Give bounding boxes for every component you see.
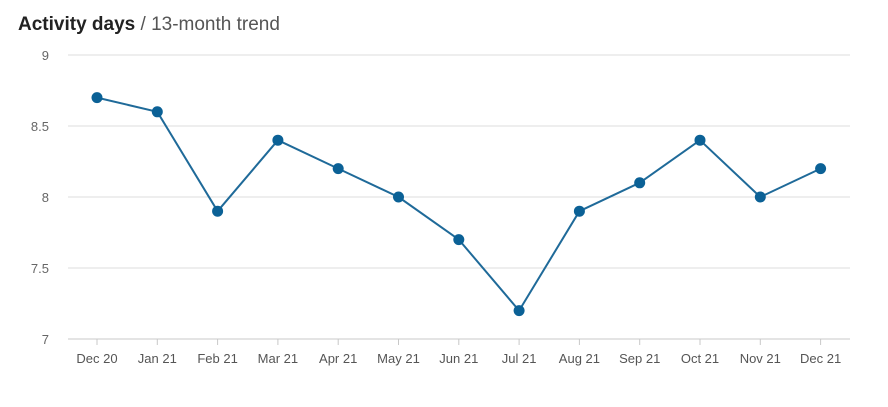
x-tick-label: Feb 21 [197,351,237,366]
series [91,92,827,317]
data-point[interactable] [513,305,525,317]
x-tick-label: Dec 21 [800,351,841,366]
x-tick-label: May 21 [377,351,420,366]
x-tick-label: Jun 21 [439,351,478,366]
data-point[interactable] [634,177,646,189]
chart-title: Activity days / 13-month trend [18,14,280,36]
data-point[interactable] [573,205,585,217]
x-tick-label: Aug 21 [559,351,600,366]
y-tick-label: 7 [42,332,49,347]
y-tick-label: 8 [42,190,49,205]
series-line [96,96,822,312]
chart-title-sub: 13-month trend [151,14,280,35]
data-point[interactable] [694,134,706,146]
x-tick-label: Jul 21 [502,351,537,366]
data-point[interactable] [815,163,827,175]
chart-title-main: Activity days [18,14,136,35]
data-point[interactable] [393,191,404,203]
x-tick-label: Nov 21 [740,351,781,366]
y-axis: 9 8.5 8 7.5 7 [31,48,49,347]
x-tick-label: Sep 21 [619,351,660,366]
data-point[interactable] [212,205,224,217]
data-point[interactable] [91,92,103,104]
x-axis: Dec 20 Jan 21 Feb 21 Mar 21 Apr 21 May 21 Jun … [76,339,841,366]
x-tick-label: Apr 21 [319,351,357,366]
chart-title-separator: / [135,14,152,35]
x-tick-label: Oct 21 [681,351,719,366]
data-point[interactable] [754,191,766,203]
y-tick-label: 7.5 [31,261,49,276]
x-tick-label: Dec 20 [76,351,117,366]
y-tick-label: 8.5 [31,119,49,134]
data-point[interactable] [453,234,465,246]
grid-lines [68,54,850,340]
data-point[interactable] [332,163,344,175]
x-tick-label: Mar 21 [258,351,298,366]
x-tick-label: Jan 21 [138,351,177,366]
y-tick-label: 9 [42,48,49,63]
data-point[interactable] [151,106,163,118]
data-point[interactable] [272,134,284,146]
